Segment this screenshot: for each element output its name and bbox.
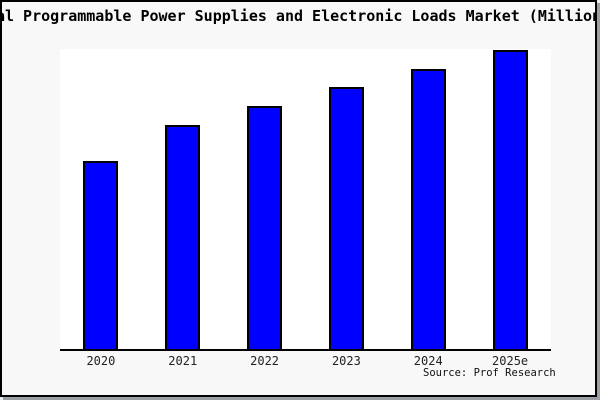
- bar-2024: [410, 69, 446, 349]
- tick-label-2023: 2023: [331, 354, 361, 368]
- bar-2021: [165, 125, 201, 349]
- tick-label-2022: 2022: [250, 354, 280, 368]
- bar-2025e: [492, 50, 528, 349]
- source-credit: Source: Prof Research: [423, 367, 556, 379]
- chart-title: al Programmable Power Supplies and Elect…: [0, 7, 597, 25]
- tick-label-2025e: 2025e: [492, 354, 529, 368]
- bar-2022: [247, 106, 283, 349]
- tick-label-2020: 2020: [86, 354, 116, 368]
- bar-2023: [328, 87, 364, 349]
- bar-2020: [83, 161, 119, 349]
- x-axis-line: [60, 349, 551, 351]
- tick-label-2021: 2021: [168, 354, 198, 368]
- tick-label-2024: 2024: [413, 354, 443, 368]
- plot-area: [60, 49, 551, 349]
